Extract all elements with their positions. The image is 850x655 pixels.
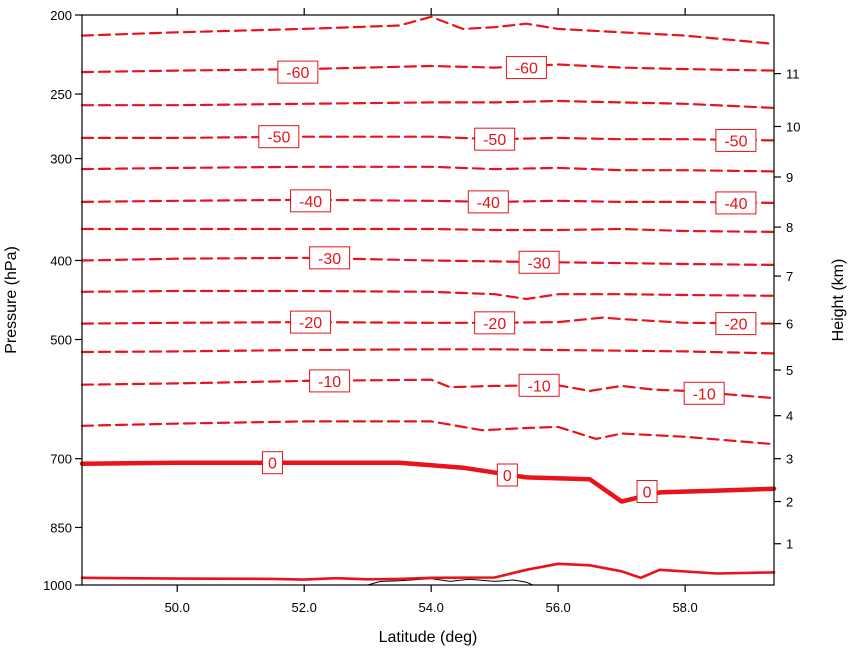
contour-label-box bbox=[715, 191, 757, 215]
x-tick-label: 54.0 bbox=[419, 600, 444, 615]
contour-label-box bbox=[683, 381, 725, 405]
contour-label-box bbox=[496, 463, 518, 487]
y2-tick-label: 5 bbox=[786, 363, 793, 378]
contour-label-box bbox=[474, 127, 516, 151]
contour-label: -10 bbox=[318, 374, 341, 391]
contour-label: -30 bbox=[318, 251, 341, 268]
contour-label: -20 bbox=[299, 315, 322, 332]
contour-labels: -60 -60 -50 -50 -50 -40 -40 -40 -30 -30 -20 -20 -20 -… bbox=[258, 56, 757, 504]
y2-tick-label: 4 bbox=[786, 409, 793, 424]
contour-label: -50 bbox=[267, 130, 290, 147]
contour-line bbox=[80, 420, 776, 446]
y-tick-label: 1000 bbox=[43, 578, 72, 593]
contour-label: -30 bbox=[528, 255, 551, 272]
contour-line bbox=[80, 165, 776, 173]
contour-label-box bbox=[290, 310, 332, 334]
y-tick-label: 850 bbox=[50, 520, 72, 535]
x-axis: 50.0 52.0 54.0 56.0 58.0 bbox=[165, 8, 698, 615]
contour-label-box bbox=[277, 60, 319, 84]
contour-label: -50 bbox=[483, 132, 506, 149]
terrain-outline bbox=[367, 578, 534, 586]
x-tick-label: 58.0 bbox=[672, 600, 697, 615]
contour-label-box bbox=[474, 311, 516, 335]
y-tick-label: 300 bbox=[50, 152, 72, 167]
y2-tick-label: 7 bbox=[786, 269, 793, 284]
x-tick-label: 56.0 bbox=[545, 600, 570, 615]
y-axis-height: 1 2 3 4 5 6 7 8 9 10 11 bbox=[774, 67, 800, 552]
contour-label: -20 bbox=[724, 317, 747, 334]
contour-label-box bbox=[258, 125, 300, 149]
contour-line bbox=[80, 316, 776, 325]
x-tick-label: 52.0 bbox=[292, 600, 317, 615]
contour-label: -40 bbox=[299, 194, 322, 211]
x-tick-label: 50.0 bbox=[165, 600, 190, 615]
plot-frame bbox=[81, 14, 775, 586]
contour-label: -50 bbox=[724, 133, 747, 150]
contour-line bbox=[80, 256, 776, 266]
y-tick-label: 700 bbox=[50, 452, 72, 467]
y-axis-pressure: 200 250 300 400 500 700 850 1000 bbox=[43, 8, 82, 593]
contour-line bbox=[80, 63, 776, 74]
contour-line bbox=[79, 460, 777, 504]
contour-label: 0 bbox=[268, 456, 277, 473]
contour-label-box bbox=[467, 190, 509, 214]
contour-label-box bbox=[715, 128, 757, 152]
contour-label: -60 bbox=[515, 61, 538, 78]
y2-tick-label: 6 bbox=[786, 317, 793, 332]
contour-label: -20 bbox=[483, 316, 506, 333]
y-tick-label: 250 bbox=[50, 87, 72, 102]
contour-line bbox=[80, 198, 776, 204]
terrain-layer bbox=[367, 578, 534, 586]
y-tick-label: 500 bbox=[50, 333, 72, 348]
contour-line bbox=[80, 378, 776, 400]
y2-tick-label: 11 bbox=[786, 67, 800, 82]
contour-label-box bbox=[518, 373, 560, 397]
contour-line bbox=[80, 289, 776, 301]
y2-tick-label: 10 bbox=[786, 119, 800, 134]
y2-tick-label: 2 bbox=[786, 495, 793, 510]
contour-label: -10 bbox=[693, 386, 716, 403]
contour-label-box bbox=[309, 246, 351, 270]
contour-label: -40 bbox=[477, 195, 500, 212]
y-axis-label: Pressure (hPa) bbox=[3, 246, 20, 354]
y2-tick-label: 3 bbox=[786, 452, 793, 467]
contour-label: 0 bbox=[503, 468, 512, 485]
contour-label: -10 bbox=[528, 378, 551, 395]
y-tick-label: 200 bbox=[50, 8, 72, 23]
y2-tick-label: 8 bbox=[786, 220, 793, 235]
contour-label-box bbox=[290, 189, 332, 213]
contour-line bbox=[80, 227, 776, 233]
contour-line bbox=[80, 135, 776, 142]
contour-label-box bbox=[715, 312, 757, 336]
contour-line bbox=[80, 562, 776, 581]
y2-tick-label: 1 bbox=[786, 537, 793, 552]
contour-label-box bbox=[505, 56, 547, 80]
contour-line bbox=[80, 15, 776, 45]
y2-tick-label: 9 bbox=[786, 170, 793, 185]
contour-label-box bbox=[309, 369, 351, 393]
contour-label-box bbox=[518, 250, 560, 274]
y2-axis-label: Height (km) bbox=[830, 259, 847, 342]
contour-line bbox=[80, 99, 776, 109]
x-axis-label: Latitude (deg) bbox=[379, 629, 478, 646]
contour-label: 0 bbox=[643, 485, 652, 502]
y-tick-label: 400 bbox=[50, 253, 72, 268]
contour-label: -60 bbox=[286, 65, 309, 82]
contour-lines bbox=[79, 15, 777, 581]
contour-label-box bbox=[261, 451, 283, 475]
contour-label-box bbox=[636, 480, 658, 504]
contour-label: -40 bbox=[724, 196, 747, 213]
contour-line bbox=[80, 348, 776, 355]
